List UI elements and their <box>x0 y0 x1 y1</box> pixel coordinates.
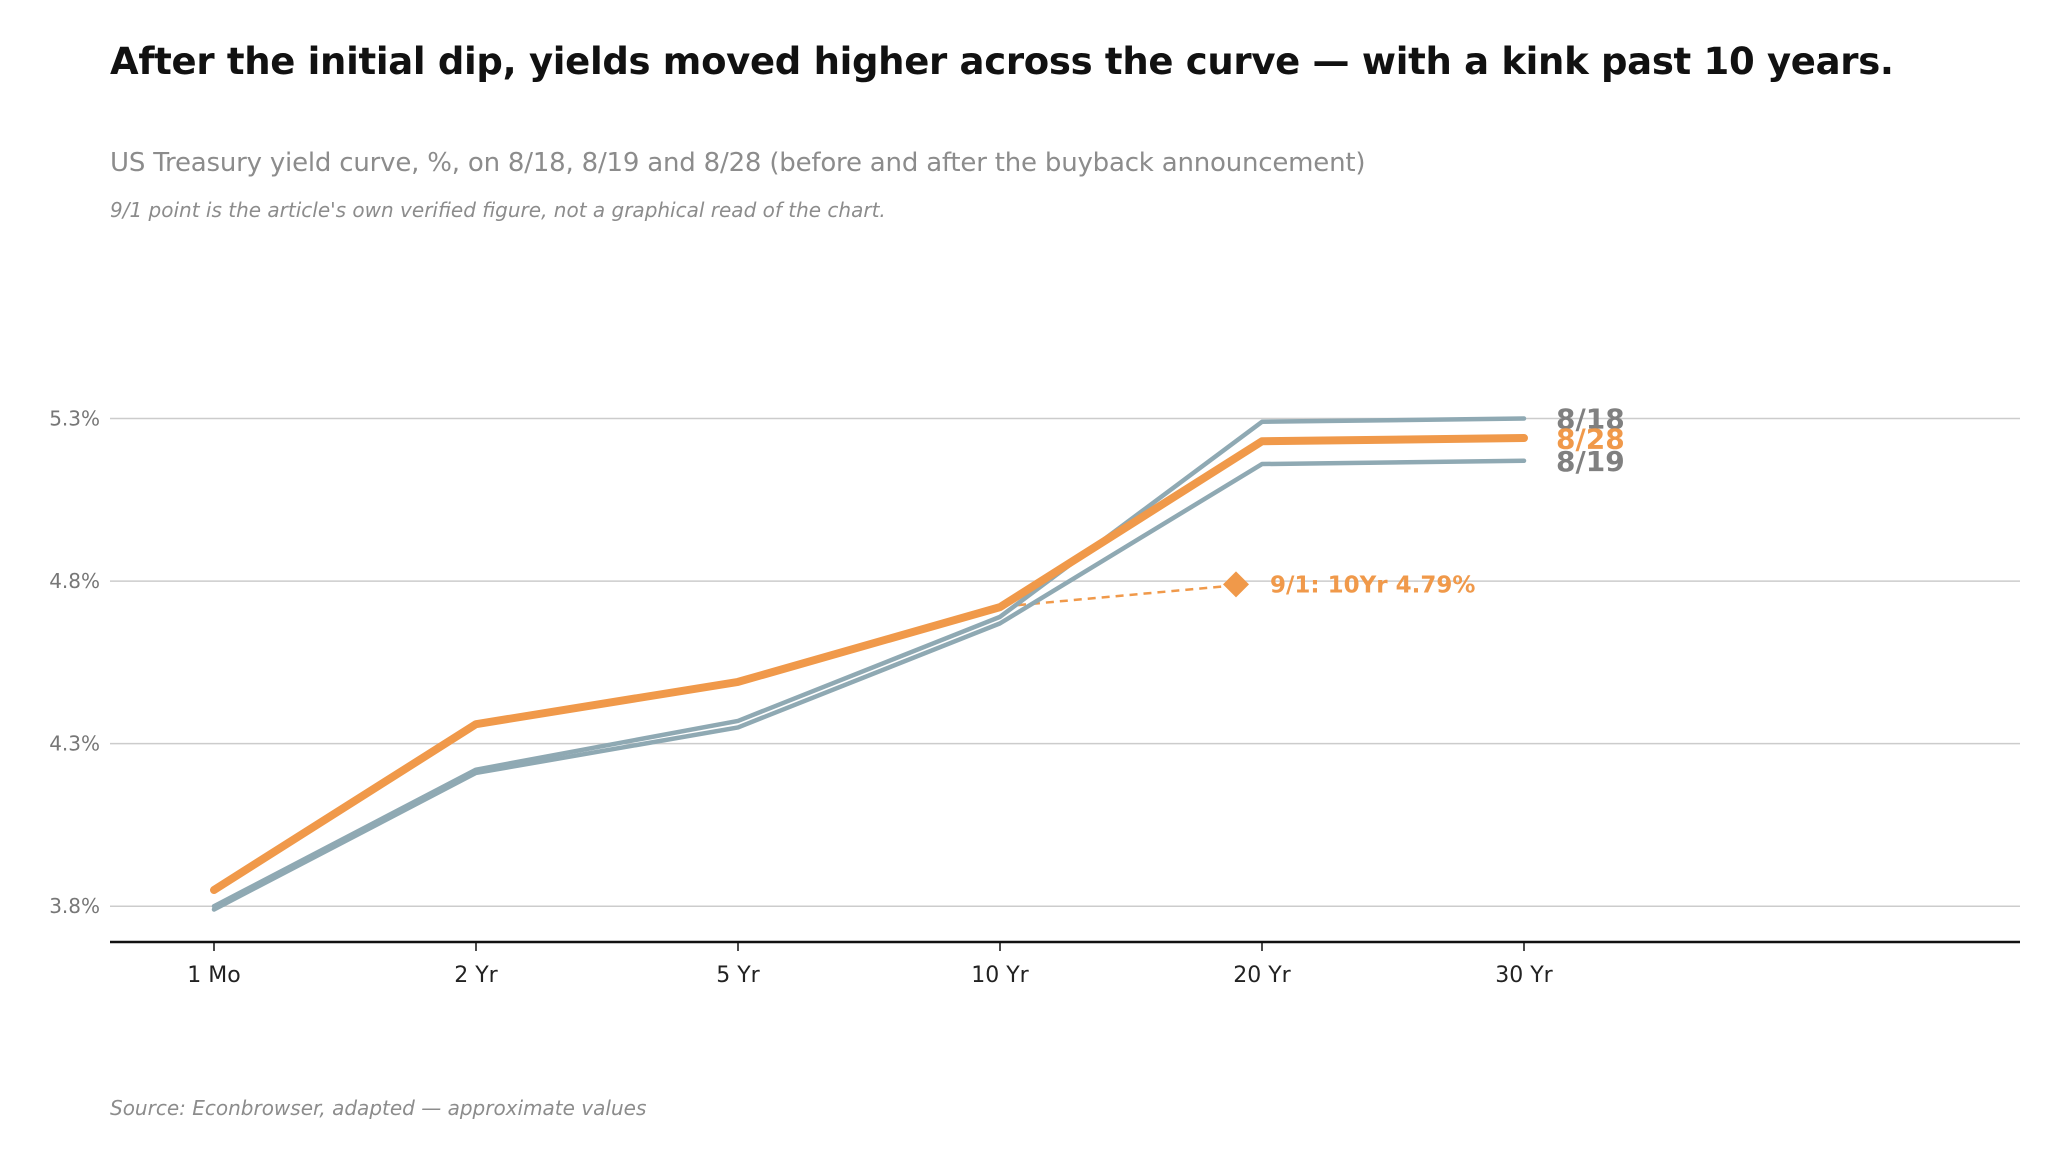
series-line-8-28 <box>210 434 1528 894</box>
x-tick-label: 20 Yr <box>1233 963 1291 988</box>
x-tick-label: 1 Mo <box>187 963 240 988</box>
series-line-8-19 <box>211 458 1527 912</box>
x-tick-label: 5 Yr <box>716 963 760 988</box>
chart-subtitle: US Treasury yield curve, %, on 8/18, 8/1… <box>110 148 1366 178</box>
y-tick-label: 4.3% <box>49 732 100 756</box>
chart-title: After the initial dip, yields moved high… <box>110 40 1894 83</box>
chart-source: Source: Econbrowser, adapted — approxima… <box>110 1096 647 1120</box>
series-label-8-28: 8/28 <box>1556 423 1625 456</box>
x-tick-label: 30 Yr <box>1495 963 1553 988</box>
y-tick-label: 4.8% <box>49 569 100 593</box>
x-tick-label: 10 Yr <box>971 963 1029 988</box>
x-tick-label: 2 Yr <box>454 963 498 988</box>
series-label-8-18: 8/18 <box>1556 403 1625 436</box>
annotation-label: 9/1: 10Yr 4.79% <box>1270 572 1475 598</box>
series-label-8-19: 8/19 <box>1556 445 1625 478</box>
series-line-8-18 <box>211 416 1527 909</box>
chart-note: 9/1 point is the article's own verified … <box>110 198 886 222</box>
y-tick-label: 5.3% <box>49 407 100 431</box>
y-tick-label: 3.8% <box>49 894 100 918</box>
annotation-connector <box>1017 585 1225 607</box>
annotation-marker <box>1223 571 1249 598</box>
